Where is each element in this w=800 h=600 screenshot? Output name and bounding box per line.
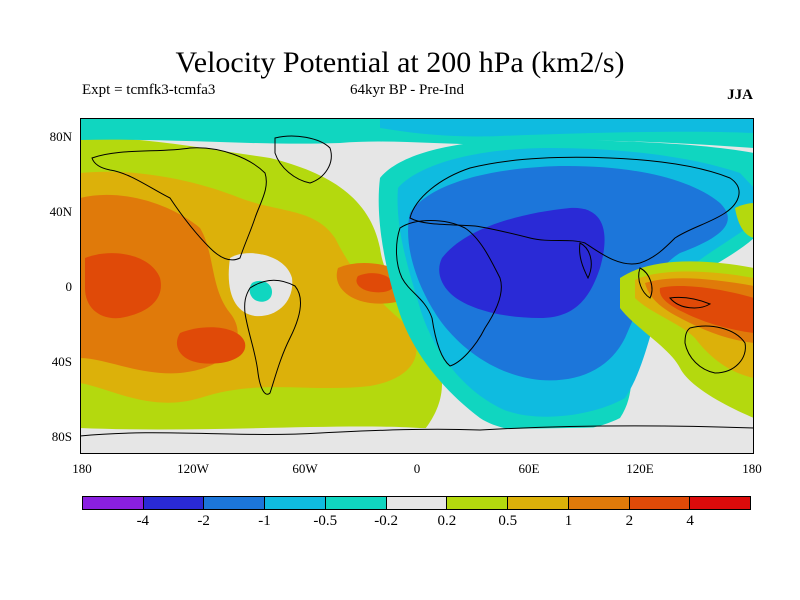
- colorbar-label: 0.5: [498, 513, 518, 529]
- colorbar-segment: [629, 497, 691, 509]
- map-title: Velocity Potential at 200 hPa (km2/s): [175, 46, 625, 79]
- lat-label-40s: 40S: [51, 354, 72, 369]
- velocity-potential-map: [80, 118, 754, 454]
- lon-label-120w: 120W: [177, 461, 209, 476]
- colorbar-segment: [447, 497, 509, 509]
- contour-fill: [80, 118, 754, 454]
- colorbar-segment: [143, 497, 205, 509]
- period-label: 64kyr BP - Pre-Ind: [350, 82, 465, 98]
- colorbar-label: -1: [258, 513, 271, 529]
- lon-label-120e: 120E: [626, 461, 654, 476]
- lat-label-80n: 80N: [49, 129, 72, 144]
- colorbar: [82, 496, 751, 510]
- season-label: JJA: [727, 87, 753, 103]
- colorbar-segment: [265, 497, 326, 509]
- colorbar-label: -2: [197, 513, 210, 529]
- colorbar-segment: [508, 497, 569, 509]
- colorbar-segment: [568, 497, 630, 509]
- colorbar-segment: [690, 497, 751, 509]
- lat-label-0: 0: [65, 279, 73, 294]
- colorbar-label: -0.2: [374, 513, 398, 529]
- colorbar-label: 0.2: [437, 513, 457, 529]
- colorbar-label: 4: [686, 513, 694, 529]
- lon-label-60e: 60E: [518, 461, 540, 476]
- colorbar-label: 2: [625, 513, 634, 529]
- colorbar-label: 1: [564, 513, 573, 529]
- lon-label-180e: 180: [742, 461, 762, 476]
- lon-label-180w: 180: [72, 461, 92, 476]
- colorbar-label: -4: [136, 513, 150, 529]
- colorbar-segment: [204, 497, 266, 509]
- lat-label-80s: 80S: [51, 429, 72, 444]
- colorbar-segment: [83, 497, 144, 509]
- lat-label-40n: 40N: [49, 204, 72, 219]
- colorbar-label: -0.5: [313, 513, 338, 529]
- experiment-label: Expt = tcmfk3-tcmfa3: [82, 82, 216, 98]
- coastlines: [80, 135, 754, 437]
- colorbar-segment: [386, 497, 448, 509]
- colorbar-segment: [325, 497, 387, 509]
- lon-label-60w: 60W: [292, 461, 318, 476]
- lon-label-0: 0: [413, 461, 421, 476]
